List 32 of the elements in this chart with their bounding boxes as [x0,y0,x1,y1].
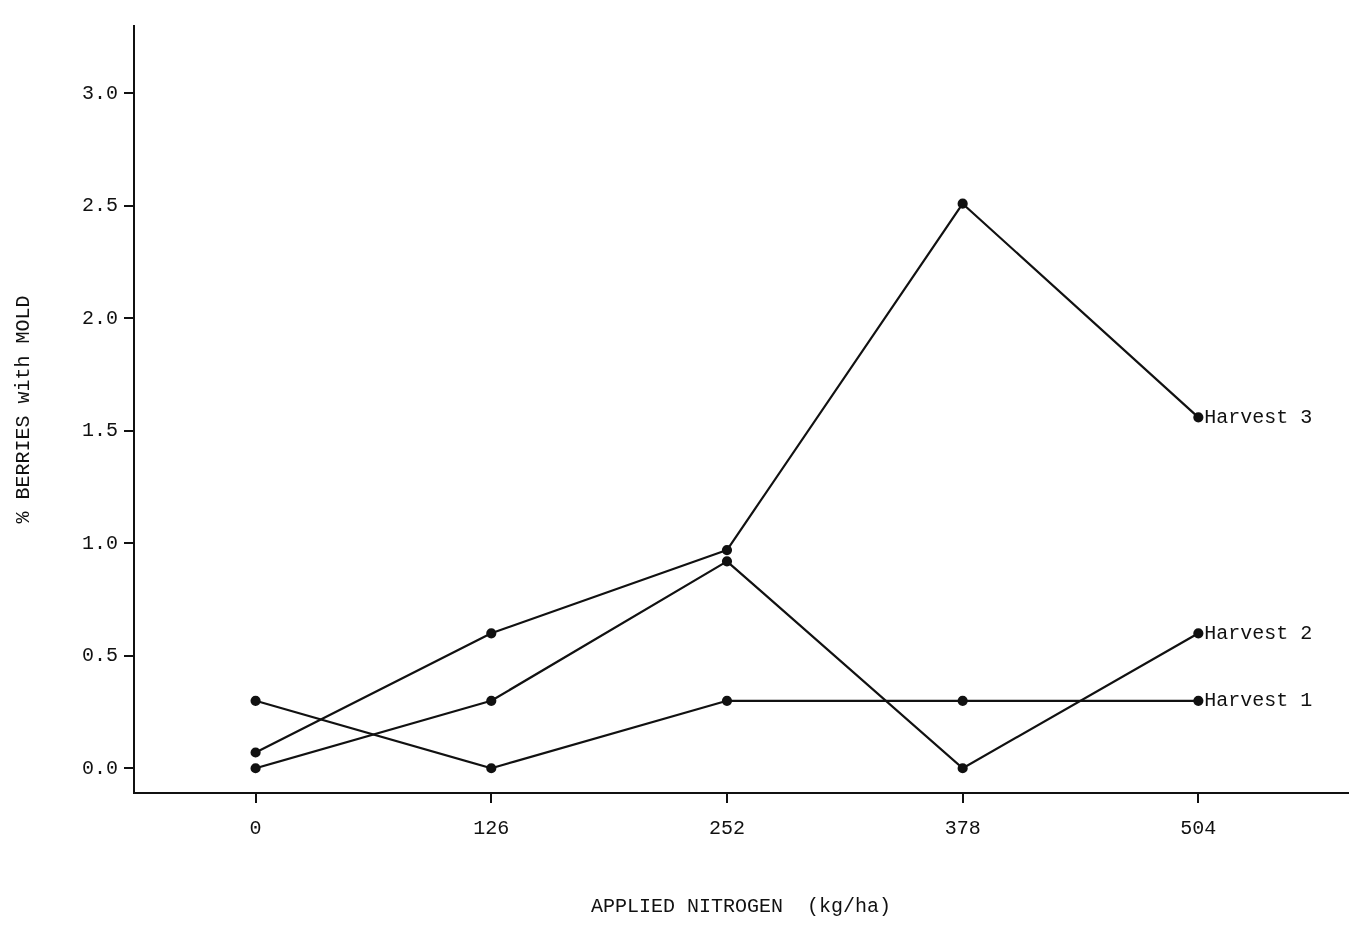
point [1193,628,1204,639]
point [486,695,497,706]
point [250,763,261,774]
y-tick-label: 3.0 [81,81,119,105]
series-label: Harvest 3 [1204,405,1313,429]
series-label: Harvest 2 [1204,621,1313,645]
x-axis-title: APPLIED NITROGEN (kg/ha) [590,895,892,919]
point [957,763,968,774]
y-tick-label: 0.0 [81,756,119,780]
point [486,628,497,639]
point [1193,412,1204,423]
point [721,556,733,567]
x-tick-label: 378 [944,817,981,841]
x-tick-label: 504 [1180,817,1217,841]
point [486,763,497,774]
x-tick-label: 252 [708,817,745,841]
y-tick-label: 0.5 [81,644,119,668]
y-tick-label: 2.0 [81,306,119,330]
point [250,747,261,758]
y-tick-label: 1.0 [81,531,119,555]
y-axis-title: % BERRIES with MOLD [12,295,36,524]
point [721,544,733,556]
x-tick-label: 0 [249,817,262,841]
y-tick-label: 2.5 [81,194,119,218]
point [721,695,733,706]
x-tick-label: 126 [473,817,510,841]
point [250,695,261,706]
point [957,198,968,209]
y-tick-label: 1.5 [81,419,119,443]
point [957,695,968,706]
series-label: Harvest 1 [1204,689,1313,713]
point [1193,695,1204,706]
